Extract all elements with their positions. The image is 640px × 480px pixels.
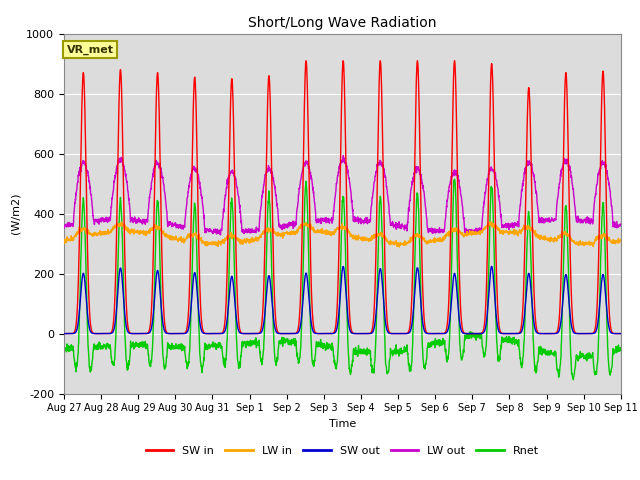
X-axis label: Time: Time: [329, 419, 356, 429]
Y-axis label: (W/m2): (W/m2): [11, 193, 20, 234]
Legend: SW in, LW in, SW out, LW out, Rnet: SW in, LW in, SW out, LW out, Rnet: [141, 441, 543, 460]
Text: VR_met: VR_met: [67, 44, 114, 55]
Title: Short/Long Wave Radiation: Short/Long Wave Radiation: [248, 16, 436, 30]
